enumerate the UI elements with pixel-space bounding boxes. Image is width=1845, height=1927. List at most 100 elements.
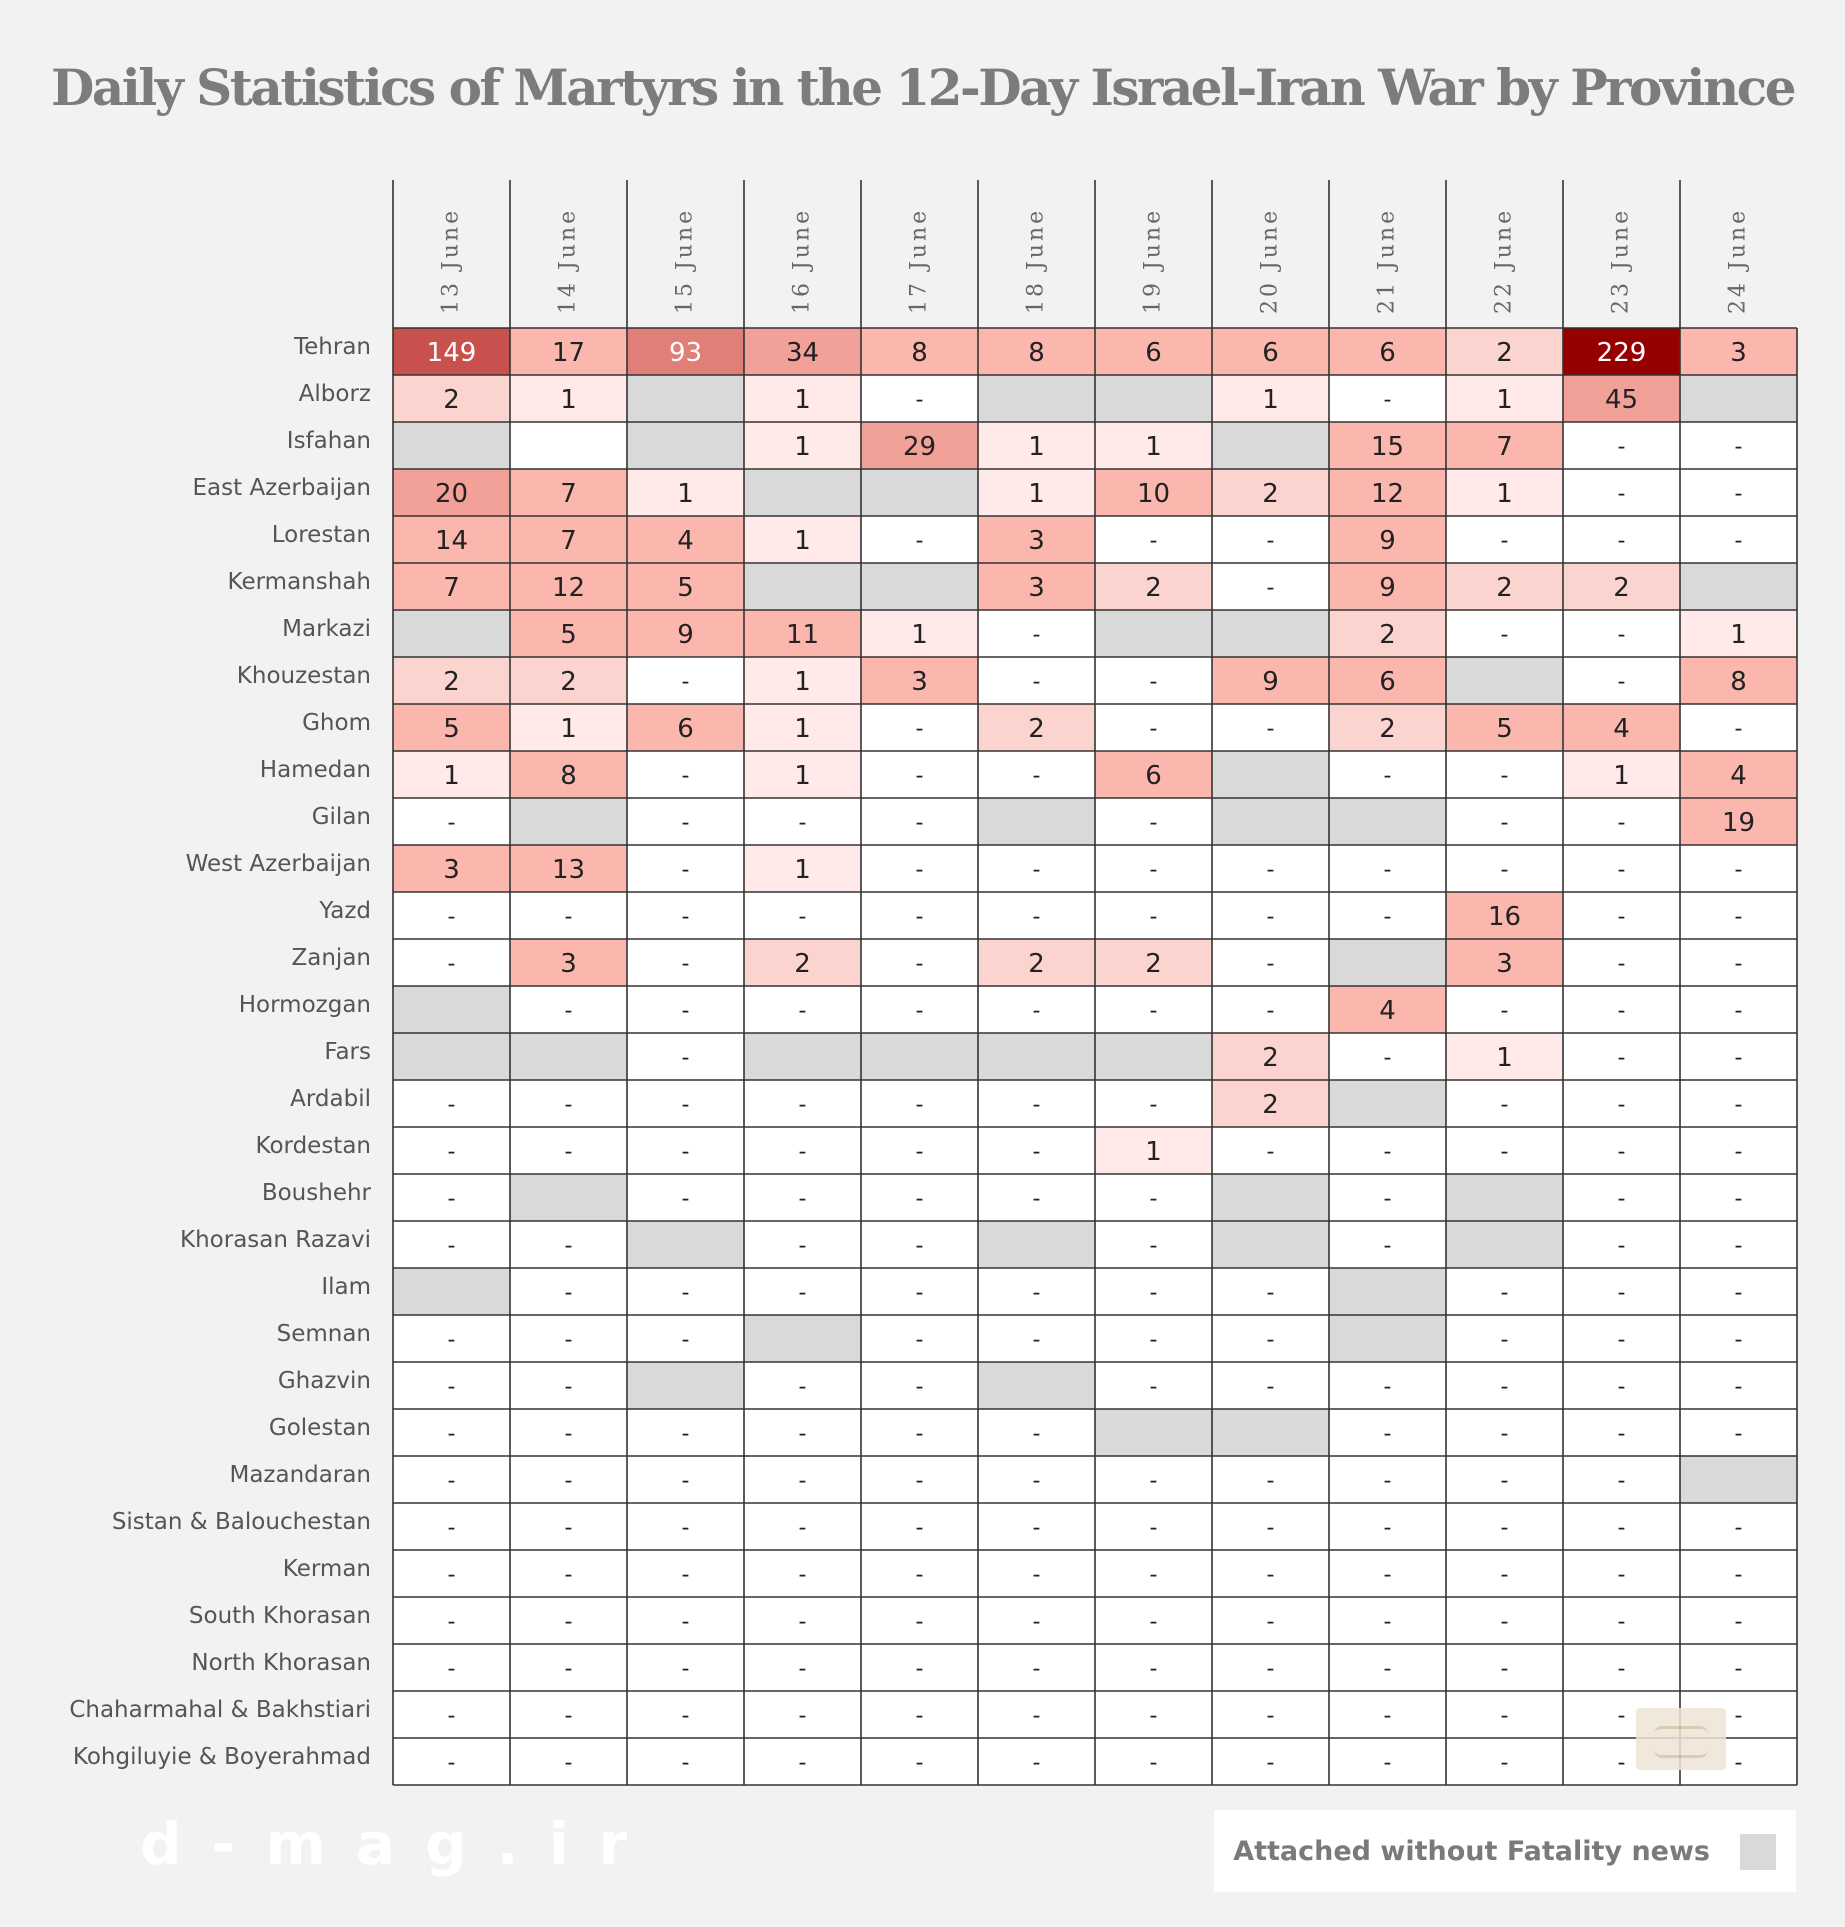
heatmap-cell — [1329, 1315, 1446, 1362]
heatmap-cell — [861, 328, 978, 375]
cell-value-label: - — [799, 1704, 807, 1729]
cell-value-label: 1 — [794, 385, 811, 415]
heatmap-cell — [1446, 375, 1563, 422]
heatmap-cell — [1446, 516, 1563, 563]
heatmap-cell — [744, 1268, 861, 1315]
cell-value-label: - — [1384, 1516, 1392, 1541]
cell-value-label: - — [448, 952, 456, 977]
row-label: Ghazvin — [278, 1368, 371, 1394]
heatmap-cell — [393, 516, 510, 563]
heatmap-cell — [627, 751, 744, 798]
heatmap-cell — [1095, 469, 1212, 516]
cell-value-label: - — [565, 1516, 573, 1541]
heatmap-cell — [627, 1268, 744, 1315]
heatmap-cell — [1680, 892, 1797, 939]
heatmap-cell — [861, 1362, 978, 1409]
cell-value-label: - — [916, 905, 924, 930]
heatmap-cell — [1563, 798, 1680, 845]
heatmap-cell — [1212, 657, 1329, 704]
cell-value-label: - — [1618, 1328, 1626, 1353]
heatmap-cell — [744, 845, 861, 892]
cell-value-label: 6 — [1379, 338, 1396, 368]
heatmap-cell — [861, 516, 978, 563]
heatmap-cell — [1212, 1503, 1329, 1550]
cell-value-label: - — [799, 1422, 807, 1447]
row-label: Hamedan — [260, 757, 371, 783]
row-label: Semnan — [277, 1321, 371, 1347]
cell-value-label: - — [1501, 1328, 1509, 1353]
cell-value-label: - — [1150, 1751, 1158, 1776]
cell-value-label: - — [1150, 1281, 1158, 1306]
cell-value-label: - — [682, 905, 690, 930]
heatmap-cell — [393, 1127, 510, 1174]
heatmap-cell — [1563, 986, 1680, 1033]
heatmap-cell — [1563, 1221, 1680, 1268]
heatmap-cell — [978, 1268, 1095, 1315]
heatmap-cell — [1563, 892, 1680, 939]
heatmap-cell — [393, 1409, 510, 1456]
cell-value-label: - — [1267, 1281, 1275, 1306]
heatmap-cell — [744, 563, 861, 610]
cell-value-label: 5 — [1496, 714, 1513, 744]
heatmap-cell — [393, 1738, 510, 1785]
heatmap-cell — [1212, 1033, 1329, 1080]
cell-value-label: - — [1384, 1187, 1392, 1212]
heatmap-cell — [861, 751, 978, 798]
cell-value-label: - — [1033, 1469, 1041, 1494]
heatmap-cell — [744, 1080, 861, 1127]
cell-value-label: - — [1033, 670, 1041, 695]
heatmap-cell — [627, 328, 744, 375]
cell-value-label: - — [799, 905, 807, 930]
cell-value-label: 1 — [677, 479, 694, 509]
cell-value-label: 1 — [794, 667, 811, 697]
heatmap-cell — [510, 751, 627, 798]
heatmap-cell — [1446, 1597, 1563, 1644]
row-label: Tehran — [293, 334, 371, 360]
heatmap-cell — [1329, 1268, 1446, 1315]
heatmap-cell — [510, 1221, 627, 1268]
heatmap-cell — [1095, 422, 1212, 469]
cell-value-label: 13 — [552, 855, 585, 885]
cell-value-label: - — [1150, 1093, 1158, 1118]
cell-value-label: - — [1267, 529, 1275, 554]
heatmap-cell — [627, 1550, 744, 1597]
cell-value-label: - — [799, 1657, 807, 1682]
cell-value-label: - — [799, 1234, 807, 1259]
heatmap-cell — [1095, 1268, 1212, 1315]
heatmap-cell — [744, 939, 861, 986]
cell-value-label: - — [1384, 1657, 1392, 1682]
cell-value-label: - — [916, 999, 924, 1024]
heatmap-cell — [1212, 1550, 1329, 1597]
heatmap-cell — [1680, 1597, 1797, 1644]
heatmap-cell — [1680, 1127, 1797, 1174]
cell-value-label: 5 — [443, 714, 460, 744]
heatmap-cell — [1563, 1597, 1680, 1644]
heatmap-cell — [978, 328, 1095, 375]
heatmap-cell — [1563, 610, 1680, 657]
cell-value-label: - — [1618, 1704, 1626, 1729]
heatmap-cell — [510, 1174, 627, 1221]
heatmap-cell — [744, 1644, 861, 1691]
cell-value-label: 1 — [1028, 432, 1045, 462]
cell-value-label: - — [565, 999, 573, 1024]
cell-value-label: 6 — [1262, 338, 1279, 368]
cell-value-label: - — [1618, 1657, 1626, 1682]
cell-value-label: - — [1384, 1375, 1392, 1400]
cell-value-label: 2 — [1613, 573, 1630, 603]
cell-value-label: 16 — [1488, 902, 1521, 932]
heatmap-cell — [1212, 1644, 1329, 1691]
cell-value-label: - — [1501, 623, 1509, 648]
heatmap-cell — [627, 516, 744, 563]
cell-value-label: 2 — [560, 667, 577, 697]
heatmap-cell — [1095, 1221, 1212, 1268]
heatmap-cell — [744, 1362, 861, 1409]
cell-value-label: - — [1033, 858, 1041, 883]
heatmap-cell — [1680, 563, 1797, 610]
cell-value-label: - — [682, 1610, 690, 1635]
heatmap-cell — [1680, 1456, 1797, 1503]
cell-value-label: - — [682, 1751, 690, 1776]
cell-value-label: - — [448, 1563, 456, 1588]
heatmap-cell — [744, 610, 861, 657]
heatmap-cell — [1329, 1691, 1446, 1738]
cell-value-label: - — [1501, 529, 1509, 554]
